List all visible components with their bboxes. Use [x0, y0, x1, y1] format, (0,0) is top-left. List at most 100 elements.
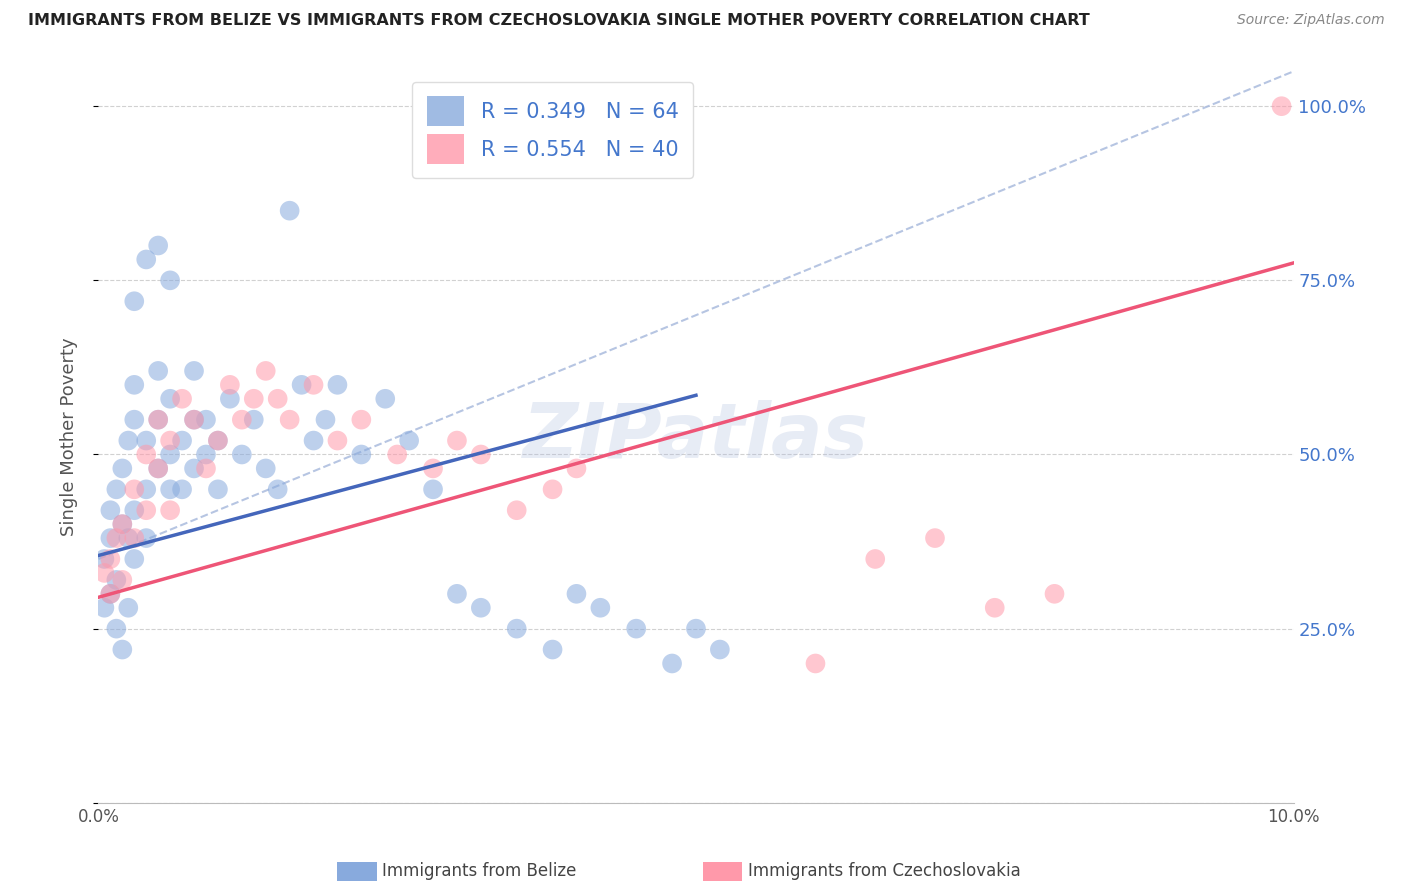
Point — [506, 503, 529, 517]
Point — [183, 412, 205, 426]
Point — [148, 461, 170, 475]
Point — [105, 483, 128, 497]
Point — [135, 448, 157, 462]
Point — [219, 392, 242, 406]
Point — [685, 622, 707, 636]
Point — [709, 642, 731, 657]
Point — [172, 434, 194, 448]
Point — [565, 587, 588, 601]
Point — [135, 531, 157, 545]
Point — [243, 412, 266, 426]
Point — [865, 552, 887, 566]
Point — [506, 622, 529, 636]
Point — [100, 587, 122, 601]
Point — [105, 573, 128, 587]
Point — [159, 448, 181, 462]
Point — [195, 412, 218, 426]
Point — [195, 448, 218, 462]
Text: Immigrants from Czechoslovakia: Immigrants from Czechoslovakia — [748, 863, 1021, 880]
Legend: R = 0.349   N = 64, R = 0.554   N = 40: R = 0.349 N = 64, R = 0.554 N = 40 — [412, 82, 693, 178]
Point — [111, 517, 134, 532]
Point — [541, 642, 564, 657]
Point — [135, 503, 157, 517]
Point — [626, 622, 648, 636]
Text: Immigrants from Belize: Immigrants from Belize — [382, 863, 576, 880]
Point — [183, 461, 205, 475]
Point — [207, 483, 229, 497]
Point — [470, 448, 492, 462]
Point — [159, 434, 181, 448]
Point — [326, 434, 349, 448]
Point — [105, 622, 128, 636]
Point — [661, 657, 683, 671]
Point — [1043, 587, 1066, 601]
Point — [172, 392, 194, 406]
Point — [117, 531, 139, 545]
Point — [135, 483, 157, 497]
Point — [148, 412, 170, 426]
Point — [135, 434, 157, 448]
Point — [195, 461, 218, 475]
Point — [93, 552, 115, 566]
Point — [124, 531, 146, 545]
Point — [124, 294, 146, 309]
Point — [111, 461, 134, 475]
Point — [446, 587, 468, 601]
Point — [124, 503, 146, 517]
Point — [350, 448, 373, 462]
Point — [804, 657, 827, 671]
Point — [148, 412, 170, 426]
Point — [254, 364, 277, 378]
Point — [159, 503, 181, 517]
Point — [117, 600, 139, 615]
Point — [589, 600, 612, 615]
Point — [183, 412, 205, 426]
Point — [231, 448, 253, 462]
Text: Source: ZipAtlas.com: Source: ZipAtlas.com — [1237, 13, 1385, 28]
Point — [315, 412, 337, 426]
Point — [124, 552, 146, 566]
Point — [100, 552, 122, 566]
Point — [291, 377, 314, 392]
Point — [111, 517, 134, 532]
Point — [100, 587, 122, 601]
Point — [267, 392, 290, 406]
Point — [541, 483, 564, 497]
Point — [124, 483, 146, 497]
Point — [1271, 99, 1294, 113]
Point — [446, 434, 468, 448]
Point — [159, 273, 181, 287]
Point — [398, 434, 420, 448]
Point — [148, 238, 170, 252]
Point — [172, 483, 194, 497]
Point — [93, 600, 115, 615]
Point — [93, 566, 115, 580]
Point — [124, 412, 146, 426]
Point — [148, 364, 170, 378]
Point — [984, 600, 1007, 615]
Point — [350, 412, 373, 426]
Point — [374, 392, 396, 406]
Point — [422, 483, 444, 497]
Point — [924, 531, 946, 545]
Point — [278, 203, 301, 218]
Point — [111, 642, 134, 657]
Point — [207, 434, 229, 448]
Point — [470, 600, 492, 615]
Point — [117, 434, 139, 448]
Point — [254, 461, 277, 475]
Y-axis label: Single Mother Poverty: Single Mother Poverty — [59, 338, 77, 536]
Point — [231, 412, 253, 426]
Point — [105, 531, 128, 545]
Point — [422, 461, 444, 475]
Point — [159, 483, 181, 497]
Text: IMMIGRANTS FROM BELIZE VS IMMIGRANTS FROM CZECHOSLOVAKIA SINGLE MOTHER POVERTY C: IMMIGRANTS FROM BELIZE VS IMMIGRANTS FRO… — [28, 13, 1090, 29]
Point — [385, 448, 409, 462]
Text: ZIPatlas: ZIPatlas — [523, 401, 869, 474]
Point — [100, 531, 122, 545]
Point — [326, 377, 349, 392]
Point — [207, 434, 229, 448]
Point — [159, 392, 181, 406]
Point — [124, 377, 146, 392]
Point — [302, 434, 325, 448]
